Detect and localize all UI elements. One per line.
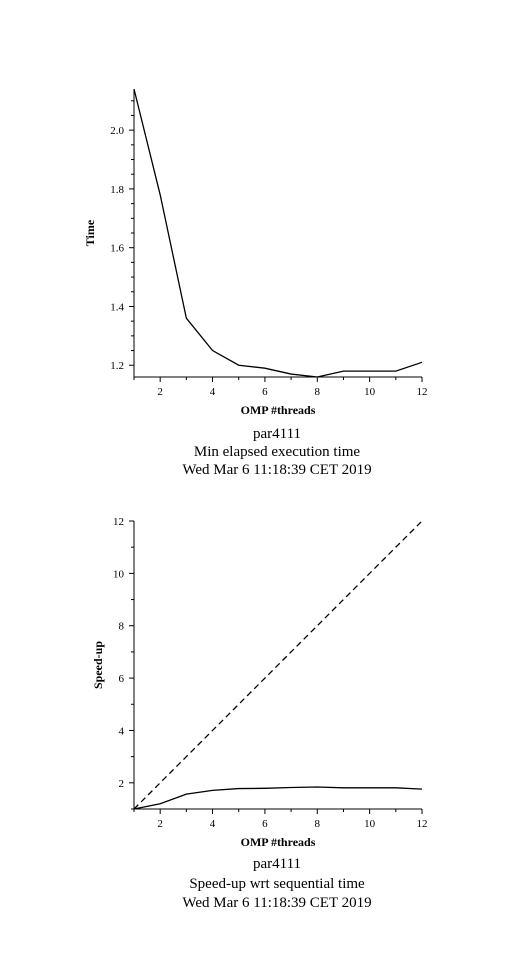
caption-line-1: par4111	[253, 426, 301, 442]
y-tick-label: 10	[113, 568, 125, 580]
y-tick-label: 4	[119, 725, 125, 737]
ideal-speedup-line	[134, 521, 422, 809]
x-tick-label: 2	[157, 818, 163, 830]
y-tick-label: 1.2	[110, 360, 124, 372]
caption-line-2: Min elapsed execution time	[194, 444, 361, 460]
y-axis-title: Time	[83, 219, 97, 246]
y-tick-label: 1.4	[110, 301, 124, 313]
caption-line-3: Wed Mar 6 11:18:39 CET 2019	[182, 895, 371, 911]
x-tick-label: 12	[417, 386, 428, 398]
y-tick-label: 2	[119, 778, 125, 790]
x-axis-title: OMP #threads	[241, 403, 316, 417]
y-tick-label: 6	[119, 673, 125, 685]
y-tick-label: 12	[113, 516, 124, 528]
y-axis-title: Speed-up	[91, 641, 105, 689]
x-tick-label: 10	[364, 818, 376, 830]
y-tick-label: 1.6	[110, 243, 124, 255]
x-tick-label: 8	[315, 818, 321, 830]
y-tick-label: 2.0	[110, 125, 124, 137]
x-tick-label: 4	[210, 386, 216, 398]
series-line	[134, 787, 422, 809]
speedup-chart: 2 4 6 8 10 12 2 4 6 8 10 12 OMP #threads Speed-up par4…	[91, 516, 428, 911]
time-chart: 2 4 6 8 10 12 1.2 1.4 1.6 1.8 2.0 OMP #threads Time p…	[83, 89, 428, 478]
x-axis-title: OMP #threads	[241, 835, 316, 849]
x-tick-label: 8	[315, 386, 321, 398]
y-tick-label: 8	[119, 621, 125, 633]
series-line	[134, 89, 422, 377]
caption-line-2: Speed-up wrt sequential time	[189, 876, 365, 892]
x-tick-label: 4	[210, 818, 216, 830]
x-tick-label: 12	[417, 818, 428, 830]
x-tick-label: 10	[364, 386, 376, 398]
x-tick-label: 6	[262, 818, 268, 830]
x-tick-label: 6	[262, 386, 268, 398]
caption-line-1: par4111	[253, 856, 301, 872]
caption-line-3: Wed Mar 6 11:18:39 CET 2019	[182, 462, 371, 478]
y-tick-label: 1.8	[110, 184, 124, 196]
x-tick-label: 2	[157, 386, 163, 398]
